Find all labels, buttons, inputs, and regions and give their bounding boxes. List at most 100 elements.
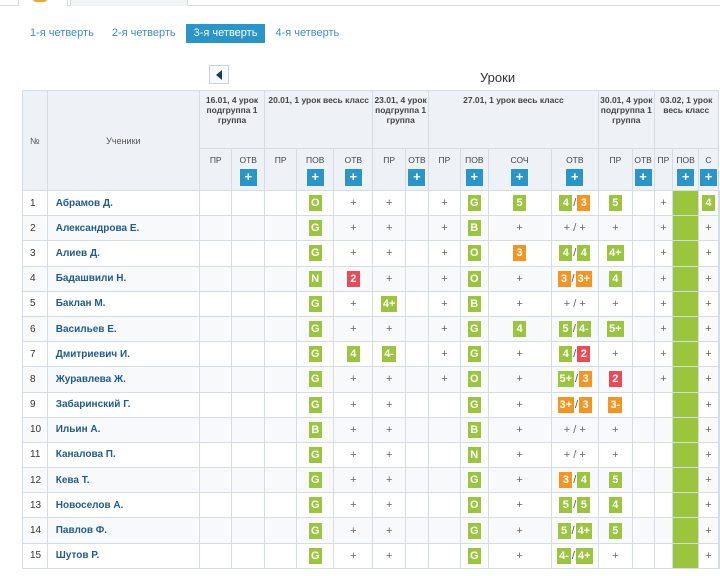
grade-cell[interactable]: [672, 366, 699, 393]
grade-cell[interactable]: 3+/3: [550, 391, 600, 418]
grade-cell[interactable]: [198, 467, 233, 494]
grade-badge[interactable]: G: [308, 371, 322, 388]
grade-badge[interactable]: G: [467, 321, 481, 338]
grade-badge[interactable]: 5+: [607, 321, 624, 338]
grade-badge[interactable]: 3: [513, 245, 527, 262]
grade-cell[interactable]: [404, 215, 429, 242]
grade-cell[interactable]: 2: [333, 265, 374, 292]
grade-cell[interactable]: [264, 290, 298, 317]
grade-cell[interactable]: +: [427, 189, 461, 217]
student-name[interactable]: Журавлева Ж.: [46, 366, 200, 393]
grade-cell[interactable]: +: [697, 492, 720, 519]
grade-cell[interactable]: [198, 391, 233, 418]
grade-cell[interactable]: 4+: [598, 240, 633, 267]
grade-badge[interactable]: 4: [559, 245, 573, 262]
grade-badge[interactable]: B: [467, 220, 481, 237]
grade-cell[interactable]: +: [372, 265, 406, 292]
grade-cell[interactable]: G: [459, 189, 489, 217]
student-name[interactable]: Бадашвили Н.: [46, 265, 200, 292]
grade-badge[interactable]: G: [308, 446, 322, 463]
grade-cell[interactable]: [264, 240, 298, 267]
add-grade-button[interactable]: +: [677, 169, 695, 186]
grade-cell[interactable]: 5+: [598, 315, 633, 343]
grade-cell[interactable]: [718, 290, 720, 317]
grade-cell[interactable]: [264, 416, 298, 443]
grade-badge[interactable]: 5: [608, 522, 622, 539]
grade-badge[interactable]: B: [467, 295, 481, 312]
grade-badge[interactable]: G: [308, 472, 322, 489]
grade-cell[interactable]: G: [296, 240, 335, 267]
grade-badge[interactable]: N: [308, 270, 322, 287]
grade-cell[interactable]: [631, 391, 655, 418]
grade-cell[interactable]: +: [487, 416, 552, 443]
grade-cell[interactable]: G: [296, 391, 335, 418]
grade-cell[interactable]: 3: [487, 240, 552, 267]
grade-badge[interactable]: 5: [557, 522, 571, 539]
grade-badge[interactable]: 4+: [380, 295, 398, 312]
grade-cell[interactable]: [264, 341, 298, 368]
grade-cell[interactable]: [198, 366, 233, 393]
grade-cell[interactable]: [231, 265, 266, 292]
grade-cell[interactable]: [427, 542, 461, 569]
grade-badge[interactable]: 5: [608, 195, 622, 212]
grade-badge[interactable]: 4: [559, 346, 573, 363]
grade-cell[interactable]: +: [372, 467, 406, 494]
grade-badge[interactable]: G: [467, 547, 481, 564]
grade-cell[interactable]: [198, 517, 233, 544]
grade-cell[interactable]: N: [459, 441, 489, 469]
student-name[interactable]: Васильев Е.: [46, 315, 200, 343]
grade-cell[interactable]: [653, 517, 674, 544]
grade-cell[interactable]: [198, 441, 233, 469]
grade-cell[interactable]: [672, 240, 699, 267]
grade-cell[interactable]: 4-/4+: [550, 542, 600, 569]
grade-cell[interactable]: O: [459, 265, 489, 292]
student-name[interactable]: Александрова Е.: [46, 215, 200, 242]
grade-cell[interactable]: [672, 265, 699, 292]
grade-cell[interactable]: O: [459, 366, 489, 393]
grade-cell[interactable]: [427, 441, 461, 469]
tab-quarter-1[interactable]: 1-я четверть: [30, 27, 94, 39]
grade-badge[interactable]: G: [308, 497, 322, 514]
grade-cell[interactable]: [404, 189, 429, 217]
grade-cell[interactable]: +: [333, 542, 374, 569]
grade-badge[interactable]: G: [467, 346, 481, 363]
grade-badge[interactable]: 4: [577, 245, 591, 262]
student-name[interactable]: Шутов Р.: [46, 542, 200, 569]
grade-badge[interactable]: O: [467, 270, 481, 287]
tab-quarter-3[interactable]: 3-я четверть: [185, 24, 266, 43]
grade-badge[interactable]: 4-: [576, 321, 591, 338]
grade-cell[interactable]: [404, 542, 429, 569]
grade-cell[interactable]: +: [333, 290, 374, 317]
grade-cell[interactable]: [672, 290, 699, 317]
grade-cell[interactable]: +: [697, 215, 720, 242]
grade-cell[interactable]: +: [697, 391, 720, 418]
grade-badge[interactable]: 3: [557, 270, 571, 287]
top-tab-active[interactable]: [18, 0, 68, 6]
grade-cell[interactable]: +: [697, 341, 720, 368]
grade-cell[interactable]: [718, 240, 720, 267]
grade-badge[interactable]: 4+: [575, 547, 593, 564]
grade-badge[interactable]: 2: [577, 346, 591, 363]
grade-cell[interactable]: [231, 290, 266, 317]
grade-cell[interactable]: [404, 315, 429, 343]
grade-cell[interactable]: +: [487, 366, 552, 393]
grade-cell[interactable]: [264, 441, 298, 469]
grade-badge[interactable]: 5: [513, 195, 527, 212]
grade-cell[interactable]: +: [697, 467, 720, 494]
grade-badge[interactable]: G: [308, 245, 322, 262]
grade-cell[interactable]: O: [459, 492, 489, 519]
grade-badge[interactable]: 3-: [608, 396, 623, 413]
grade-cell[interactable]: G: [296, 315, 335, 343]
grade-cell[interactable]: +: [697, 517, 720, 544]
grade-badge[interactable]: 2: [346, 270, 360, 287]
grade-cell[interactable]: 3-: [598, 391, 633, 418]
grade-cell[interactable]: [653, 391, 674, 418]
grade-cell[interactable]: [404, 240, 429, 267]
student-name[interactable]: Кева Т.: [46, 467, 200, 494]
grade-cell[interactable]: +: [333, 391, 374, 418]
grade-cell[interactable]: +: [372, 416, 406, 443]
grade-cell[interactable]: +: [653, 341, 674, 368]
grade-badge[interactable]: 4: [559, 195, 573, 212]
grade-cell[interactable]: 5/4-: [550, 315, 600, 343]
grade-cell[interactable]: +: [598, 542, 633, 569]
